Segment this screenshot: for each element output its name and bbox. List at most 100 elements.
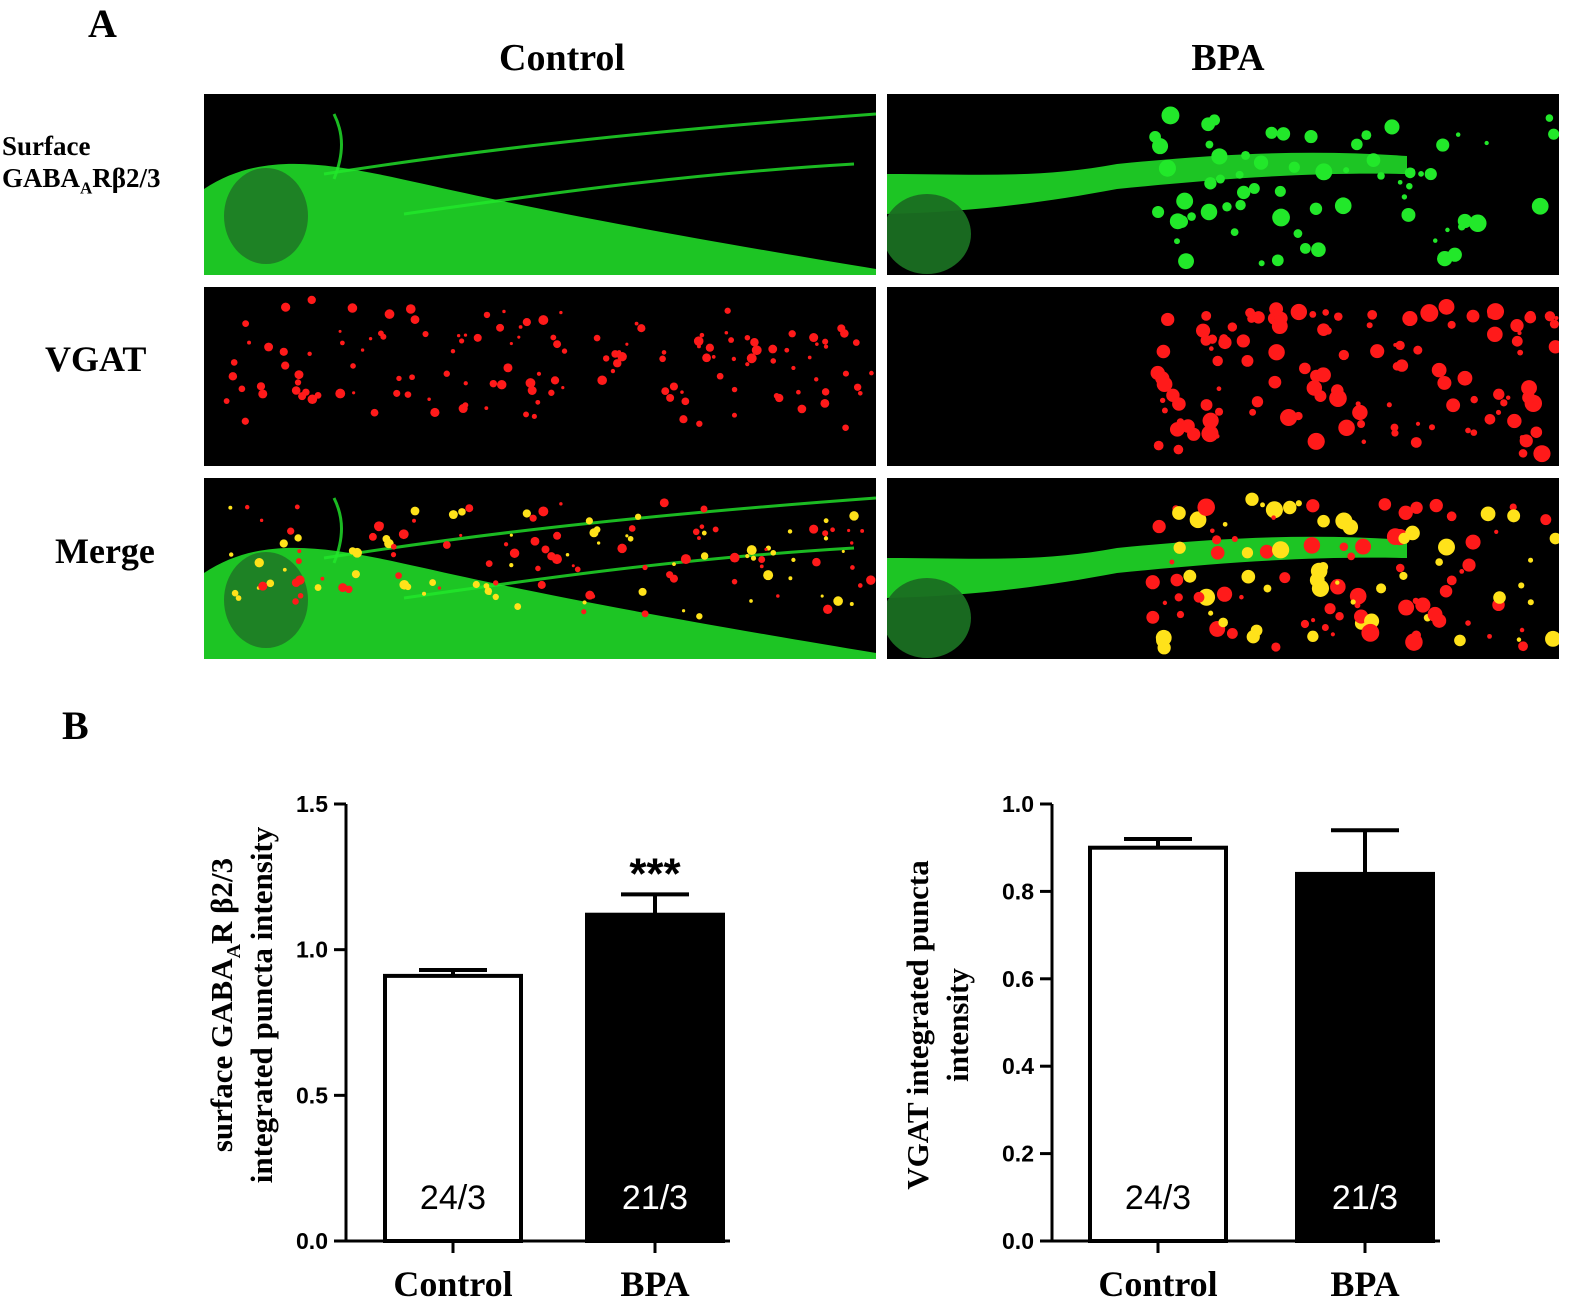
puncta-dot (731, 356, 737, 362)
puncta-dot (1466, 309, 1480, 323)
puncta-dot (1268, 344, 1285, 361)
puncta-dot (1276, 127, 1291, 141)
puncta-dot (702, 353, 711, 363)
puncta-dot (1397, 179, 1403, 185)
puncta-dot (849, 602, 854, 607)
puncta-dot (1487, 633, 1492, 639)
puncta-dot (230, 359, 238, 366)
y-axis-label-line1: VGAT integrated puncta (900, 860, 935, 1190)
puncta-dot (1318, 562, 1329, 572)
puncta-dot (680, 390, 684, 394)
puncta-dot (297, 549, 302, 554)
puncta-dot (1525, 310, 1536, 321)
puncta-dot (1239, 594, 1244, 600)
puncta-dot (697, 344, 701, 349)
puncta-dot (1361, 130, 1372, 141)
puncta-dot (1169, 422, 1185, 437)
puncta-dot (680, 554, 691, 565)
puncta-dot (229, 552, 234, 557)
puncta-dot (866, 575, 876, 585)
puncta-dot (1350, 599, 1356, 605)
puncta-dot (338, 583, 348, 593)
y-axis-label-part: R β2/3 (204, 858, 239, 944)
puncta-dot (496, 323, 505, 332)
puncta-dot (809, 524, 819, 534)
puncta-dot (1315, 163, 1333, 181)
bar-control (1088, 845, 1228, 1243)
puncta-dot (815, 342, 819, 346)
puncta-dot (711, 355, 716, 359)
puncta-dot (1533, 445, 1551, 463)
puncta-dot (634, 513, 642, 520)
puncta-dot (1324, 603, 1336, 615)
puncta-dot (518, 325, 523, 329)
puncta-dot (228, 505, 233, 510)
puncta-dot (522, 509, 531, 518)
y-tick-label: 0.5 (296, 1082, 328, 1108)
puncta-dot (1518, 449, 1528, 458)
puncta-dot (1522, 391, 1536, 404)
puncta-dot (527, 386, 537, 395)
puncta-dot (1393, 342, 1398, 347)
neuron-soma-dendrite-shape (204, 163, 876, 275)
puncta-dot (750, 338, 759, 347)
puncta-dot (1304, 129, 1318, 144)
puncta-dot (405, 304, 416, 314)
puncta-dot (791, 365, 796, 371)
puncta-dot (1299, 362, 1311, 375)
puncta-dot (1280, 409, 1298, 427)
puncta-dot (1519, 434, 1533, 448)
puncta-dot (1401, 207, 1416, 222)
micrograph-control-merge (204, 478, 876, 659)
micrograph-image (1150, 298, 1559, 463)
micrograph-layer (887, 492, 1559, 658)
puncta-dot (1204, 177, 1217, 190)
puncta-dot (1398, 599, 1415, 616)
puncta-dot (1197, 498, 1215, 516)
puncta-dot (1265, 126, 1278, 139)
puncta-dot (398, 529, 409, 540)
puncta-dot (823, 518, 829, 524)
puncta-dot (1446, 511, 1457, 522)
puncta-dot (641, 610, 649, 618)
puncta-dot (751, 345, 762, 356)
puncta-dot (1420, 304, 1439, 322)
puncta-dot (1378, 498, 1392, 511)
puncta-dot (1347, 552, 1356, 561)
puncta-dot (1272, 208, 1290, 227)
puncta-dot (1178, 253, 1194, 270)
puncta-dot (352, 391, 356, 395)
puncta-dot (1507, 509, 1521, 523)
puncta-dot (712, 526, 719, 533)
puncta-dot (1455, 132, 1461, 137)
puncta-dot (672, 562, 676, 567)
nucleus-shape (887, 578, 971, 658)
puncta-dot (536, 371, 542, 376)
puncta-dot (847, 528, 851, 533)
puncta-dot (1251, 396, 1264, 408)
puncta-dot (502, 309, 506, 314)
puncta-dot (1413, 345, 1423, 355)
micrograph-control-surface-gabaar (204, 94, 876, 275)
puncta-dot (529, 514, 537, 522)
puncta-dot (1334, 312, 1343, 321)
puncta-dot (1156, 633, 1170, 648)
puncta-dot (1521, 380, 1537, 396)
neuron-soma-dendrite-shape (887, 152, 1407, 214)
puncta-dot (1309, 202, 1323, 215)
puncta-dot (1370, 344, 1385, 359)
puncta-dot (296, 577, 300, 582)
dendrite-process (323, 496, 876, 560)
puncta-dot (1258, 260, 1265, 267)
puncta-dot (1271, 254, 1284, 267)
chart-surface-gabaar: 0.0 0.5 1.0 1.5 24/3 Control 21/3 BPA *** surface… (204, 791, 730, 1304)
puncta-dot (596, 541, 601, 545)
puncta-dot (1454, 634, 1466, 647)
puncta-dot (814, 377, 819, 382)
significance-marker: *** (629, 849, 681, 898)
puncta-dot (347, 303, 358, 313)
puncta-dot (279, 539, 288, 548)
puncta-dot (1306, 380, 1323, 396)
bar-n-label: 24/3 (420, 1179, 486, 1217)
puncta-dot (459, 533, 463, 537)
